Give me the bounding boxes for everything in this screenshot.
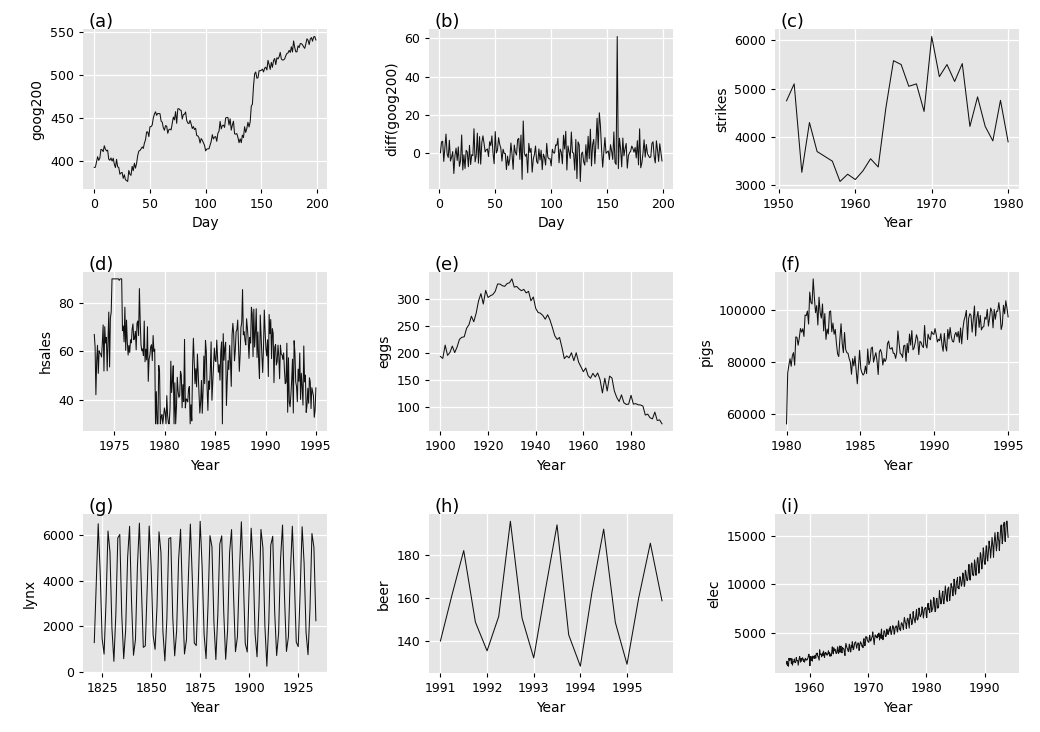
- Text: (a): (a): [88, 13, 113, 31]
- Text: (f): (f): [780, 255, 801, 274]
- Y-axis label: eggs: eggs: [376, 335, 391, 368]
- Text: (d): (d): [88, 255, 113, 274]
- X-axis label: Year: Year: [883, 217, 912, 231]
- Text: (c): (c): [780, 13, 804, 31]
- Y-axis label: diff(goog200): diff(goog200): [385, 61, 399, 157]
- Text: (b): (b): [435, 13, 460, 31]
- Text: (e): (e): [435, 255, 460, 274]
- Text: (g): (g): [88, 498, 113, 516]
- X-axis label: Year: Year: [190, 459, 219, 473]
- Y-axis label: lynx: lynx: [23, 579, 36, 608]
- Y-axis label: hsales: hsales: [38, 329, 53, 373]
- Y-axis label: pigs: pigs: [699, 337, 713, 366]
- X-axis label: Year: Year: [190, 701, 219, 715]
- Y-axis label: strikes: strikes: [714, 86, 729, 132]
- X-axis label: Day: Day: [191, 217, 218, 231]
- X-axis label: Day: Day: [538, 217, 565, 231]
- Y-axis label: elec: elec: [707, 580, 721, 608]
- Y-axis label: beer: beer: [376, 578, 391, 610]
- Text: (i): (i): [780, 498, 800, 516]
- Y-axis label: goog200: goog200: [30, 78, 45, 140]
- X-axis label: Year: Year: [537, 701, 566, 715]
- Text: (h): (h): [435, 498, 460, 516]
- X-axis label: Year: Year: [883, 701, 912, 715]
- X-axis label: Year: Year: [537, 459, 566, 473]
- X-axis label: Year: Year: [883, 459, 912, 473]
